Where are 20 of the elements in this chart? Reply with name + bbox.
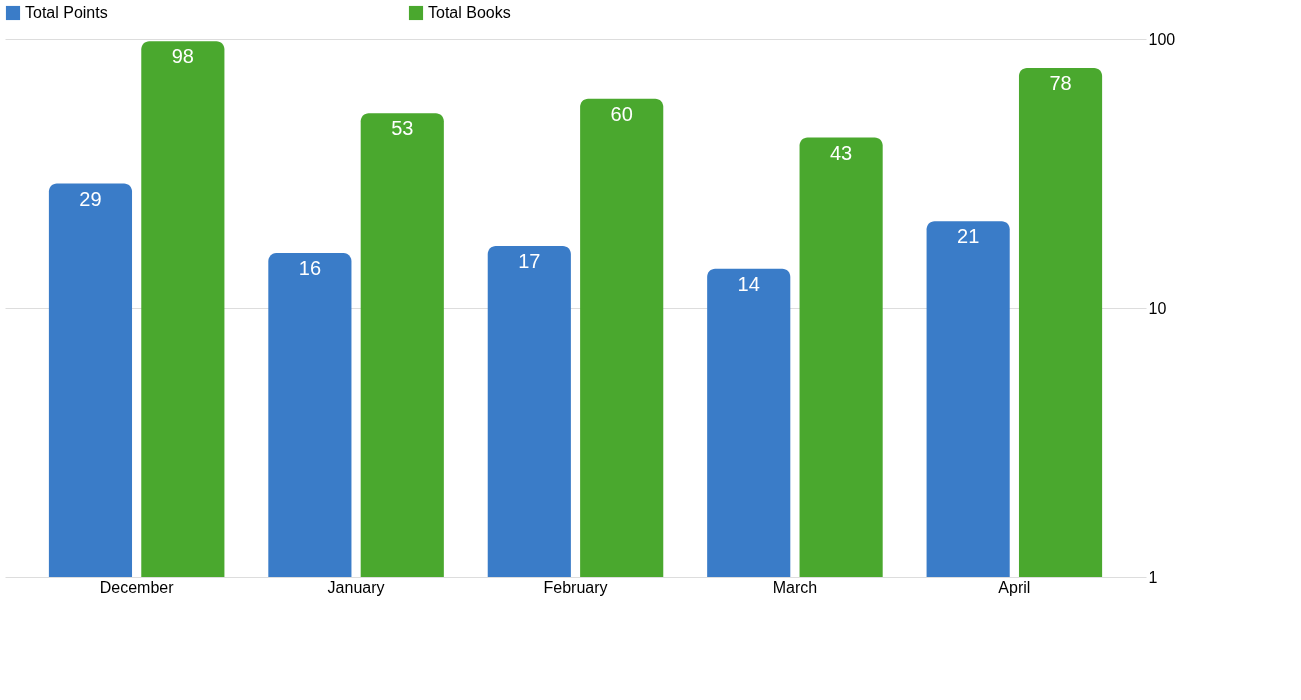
- data-label: 29: [79, 187, 102, 210]
- y-tick-label: 100: [1148, 30, 1176, 48]
- data-label: 98: [171, 45, 194, 68]
- data-label: 21: [957, 225, 980, 248]
- data-label: 43: [829, 141, 853, 164]
- data-label: 16: [298, 257, 322, 280]
- x-tick-label: February: [543, 578, 608, 596]
- legend-label: Total Points: [25, 4, 108, 21]
- data-label: 60: [610, 102, 633, 125]
- y-tick-label: 1: [1148, 568, 1158, 586]
- x-tick-label: January: [327, 578, 385, 596]
- data-label: 78: [1049, 72, 1072, 95]
- y-tick-label: 10: [1148, 299, 1167, 317]
- data-label: 14: [737, 272, 760, 295]
- x-tick-label: December: [99, 578, 175, 596]
- data-label: 53: [391, 117, 414, 140]
- x-tick-label: April: [998, 578, 1031, 596]
- legend-label: Total Books: [428, 4, 511, 21]
- data-label: 17: [518, 250, 541, 273]
- x-tick-label: March: [772, 578, 818, 596]
